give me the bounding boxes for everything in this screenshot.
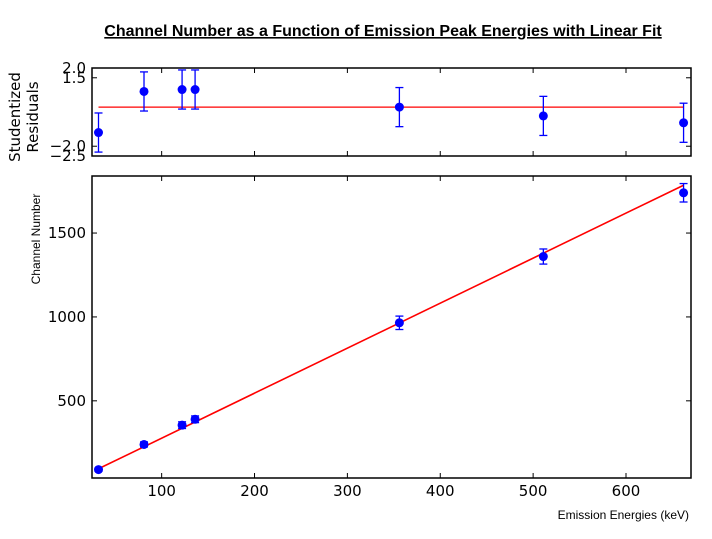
- residuals-points: [94, 69, 689, 153]
- residuals-ytick-label: −2.0: [50, 137, 86, 155]
- residual-point: [538, 111, 548, 121]
- residuals-panel: −2.5−2.0 1.52.0 Studentized Residuals: [6, 59, 692, 165]
- main-ylabel: Channel Number: [29, 194, 43, 285]
- data-point: [139, 439, 149, 449]
- residual-point: [679, 118, 689, 128]
- data-point: [394, 318, 404, 328]
- data-point: [177, 420, 187, 430]
- main-xtick-label: 100: [147, 482, 176, 500]
- residual-point: [139, 86, 149, 96]
- residuals-ylabel-line1: Studentized: [6, 72, 24, 162]
- chart-title: Channel Number as a Function of Emission…: [104, 23, 662, 40]
- residual-point: [190, 85, 200, 95]
- main-xtick-label: 500: [519, 482, 548, 500]
- main-xtick-label: 400: [426, 482, 455, 500]
- main-xtick-label: 200: [240, 482, 269, 500]
- main-ytick-label: 1000: [48, 308, 86, 326]
- residuals-ytick-label: 1.5: [62, 69, 86, 87]
- main-xtick-label: 300: [333, 482, 362, 500]
- main-ticks: 500 1000 1500 100 200 300 400 500 600: [48, 176, 691, 500]
- main-panel: 500 1000 1500 100 200 300 400 500 600 Channel Nu…: [29, 175, 692, 522]
- data-point: [538, 252, 548, 262]
- main-ytick-label: 500: [57, 392, 86, 410]
- residuals-ylabel-line2: Residuals: [24, 81, 42, 152]
- residuals-ytick-label: −2.5: [50, 147, 86, 165]
- main-xlabel: Emission Energies (keV): [558, 508, 689, 522]
- residual-point: [94, 128, 104, 138]
- data-point: [679, 188, 689, 198]
- data-point: [94, 465, 104, 475]
- residual-point: [394, 102, 404, 112]
- data-point: [190, 414, 200, 424]
- residuals-ticks: −2.5−2.0 1.52.0: [50, 59, 691, 165]
- main-ytick-label: 1500: [48, 224, 86, 242]
- residual-point: [177, 85, 187, 95]
- residuals-plot-frame: [91, 67, 692, 157]
- residuals-ytick-label: 2.0: [62, 59, 86, 77]
- main-xtick-label: 600: [612, 482, 641, 500]
- main-points: [94, 182, 689, 475]
